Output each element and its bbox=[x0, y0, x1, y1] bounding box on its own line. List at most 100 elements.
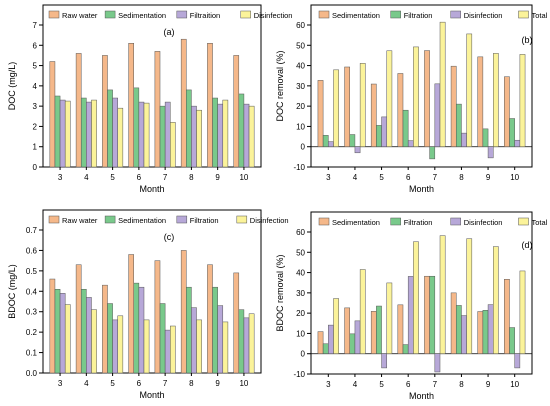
legend-label: Sedimentation bbox=[332, 218, 380, 227]
bar-disinfection bbox=[381, 353, 388, 369]
bar-filtration bbox=[482, 128, 489, 147]
bar-filtration bbox=[243, 317, 250, 374]
bar-disinfection bbox=[248, 105, 255, 168]
bar-sedimentation bbox=[159, 105, 166, 168]
bar-disinfection bbox=[461, 132, 467, 147]
bar-disinfection bbox=[381, 116, 388, 147]
legend-label: Raw water bbox=[62, 216, 98, 225]
bar-raw-water bbox=[154, 51, 161, 168]
legend-swatch bbox=[48, 10, 60, 19]
bar-sedimentation bbox=[159, 303, 166, 374]
x-tick-label: 5 bbox=[379, 173, 384, 182]
y-tick-label: 40 bbox=[296, 62, 305, 71]
x-tick-label: 9 bbox=[486, 173, 491, 182]
y-tick-label: 60 bbox=[296, 21, 305, 30]
x-tick-label: 7 bbox=[163, 173, 168, 182]
legend: Sedimentation Filtration Disinfection Total bbox=[318, 10, 548, 20]
bar-sedimentation bbox=[370, 311, 377, 354]
bar-disinfection bbox=[64, 100, 71, 168]
y-tick-label: 1 bbox=[33, 143, 38, 152]
bar-total bbox=[413, 241, 419, 354]
y-tick-label: 4 bbox=[33, 82, 38, 91]
bar-sedimentation bbox=[107, 89, 113, 168]
bar-filtraition bbox=[59, 99, 66, 168]
bar-total bbox=[413, 46, 419, 147]
x-tick-label: 9 bbox=[486, 380, 491, 389]
bar-raw-water bbox=[75, 53, 82, 168]
bar-total bbox=[466, 238, 473, 354]
y-tick-label: 20 bbox=[296, 102, 305, 111]
bar-filtration bbox=[349, 134, 356, 147]
x-tick-label: 4 bbox=[353, 380, 358, 389]
bar-disinfection bbox=[222, 321, 229, 374]
y-tick-label: 0.2 bbox=[26, 328, 38, 337]
bar-filtration bbox=[376, 125, 382, 147]
bar-sedimentation bbox=[107, 303, 113, 374]
legend-label: Filtration bbox=[190, 216, 219, 225]
bar-raw-water bbox=[102, 284, 108, 374]
bar-disinfection bbox=[143, 102, 150, 168]
legend-swatch bbox=[176, 10, 188, 19]
bar-sedimentation bbox=[54, 95, 61, 168]
y-tick-label: 7 bbox=[33, 21, 38, 30]
bar-filtraition bbox=[138, 101, 145, 168]
bar-filtraition bbox=[86, 101, 92, 168]
legend-label: Sedimentation bbox=[332, 11, 380, 20]
x-tick-label: 3 bbox=[326, 173, 331, 182]
x-tick-label: 7 bbox=[163, 379, 168, 388]
bar-sedimentation bbox=[504, 76, 510, 147]
bar-disinfection bbox=[222, 99, 229, 168]
y-axis-label: BDOC removal (%) bbox=[275, 254, 285, 331]
bar-disinfection bbox=[487, 304, 494, 354]
bar-filtration bbox=[429, 146, 436, 160]
legend-swatch bbox=[518, 217, 529, 226]
legend-swatch bbox=[318, 10, 330, 19]
bar-raw-water bbox=[207, 43, 213, 168]
y-tick-label: 0 bbox=[33, 163, 38, 172]
x-tick-label: 8 bbox=[189, 379, 194, 388]
x-tick-label: 4 bbox=[84, 173, 89, 182]
legend-swatch bbox=[104, 215, 116, 224]
legend-swatch bbox=[390, 10, 401, 19]
x-tick-label: 10 bbox=[510, 173, 519, 182]
y-tick-label: -10 bbox=[293, 370, 305, 379]
bar-filtration bbox=[455, 305, 462, 354]
bar-raw-water bbox=[128, 43, 134, 168]
plot-frame bbox=[310, 211, 533, 375]
bar-sedimentation bbox=[424, 50, 430, 147]
panel-label: (c) bbox=[164, 232, 175, 242]
legend-label: Total bbox=[532, 218, 548, 227]
panel-label: (a) bbox=[164, 27, 175, 37]
y-tick-label: 0.0 bbox=[26, 369, 38, 378]
bar-filtration bbox=[138, 286, 145, 374]
bar-filtration bbox=[349, 333, 356, 354]
bar-disinfection bbox=[461, 315, 467, 354]
bar-filtration bbox=[509, 118, 515, 147]
bar-sedimentation bbox=[317, 331, 324, 354]
bar-sedimentation bbox=[450, 292, 457, 354]
legend-label: Total bbox=[532, 11, 548, 20]
bar-disinfection bbox=[170, 325, 176, 374]
chart-panel-3: 0.0 0.1 0.2 0.3 0.4 0.5 0.6 0.7 3 4 5 6 7 8 9 10 Month BD… bbox=[7, 209, 289, 400]
panel-label: (b) bbox=[522, 35, 533, 45]
legend-label: Disinfection bbox=[254, 11, 293, 20]
bar-filtration bbox=[376, 305, 382, 354]
bar-raw-water bbox=[180, 250, 187, 374]
bar-disinfection bbox=[514, 353, 521, 369]
y-tick-label: -10 bbox=[293, 163, 305, 172]
bar-disinfection bbox=[196, 319, 202, 374]
y-tick-label: 0.7 bbox=[26, 226, 38, 235]
bar-raw-water bbox=[233, 55, 240, 168]
legend-swatch bbox=[104, 10, 116, 19]
bar-disinfection bbox=[354, 146, 361, 154]
y-tick-label: 30 bbox=[296, 289, 305, 298]
y-tick-label: 0.6 bbox=[26, 246, 38, 255]
x-tick-label: 3 bbox=[58, 173, 63, 182]
bar-disinfection bbox=[64, 304, 71, 374]
y-tick-label: 30 bbox=[296, 82, 305, 91]
legend-swatch bbox=[318, 217, 330, 226]
x-tick-label: 5 bbox=[110, 173, 115, 182]
x-tick-label: 3 bbox=[326, 380, 331, 389]
bar-raw-water bbox=[49, 278, 56, 374]
